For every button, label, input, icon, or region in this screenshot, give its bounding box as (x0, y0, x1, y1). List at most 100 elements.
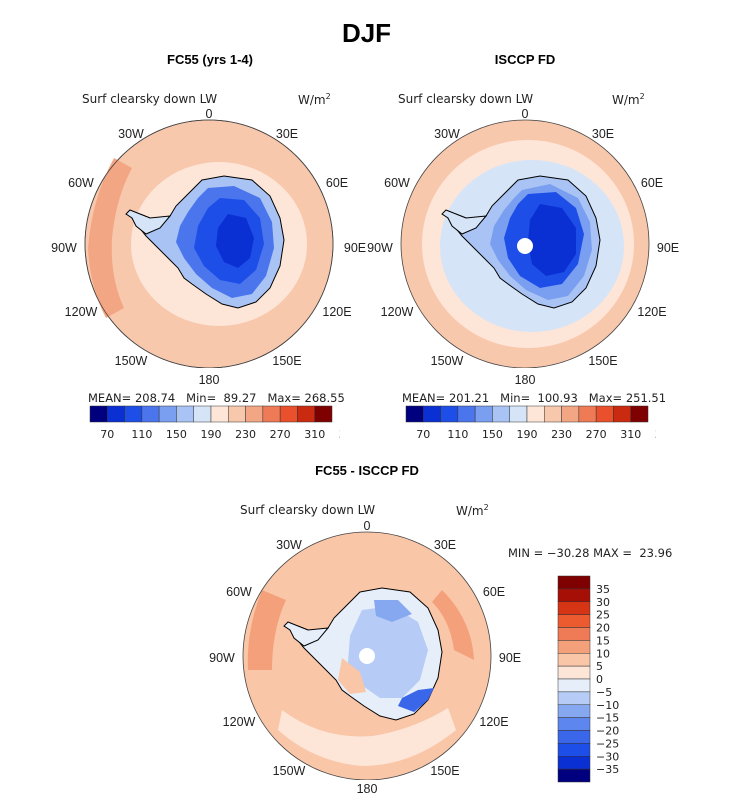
colorbar-diff-tick-6: 5 (596, 660, 603, 673)
polar-map-diff (242, 531, 492, 780)
lon-label-150e: 150E (430, 764, 460, 778)
colorbar-diff-box-1 (557, 588, 591, 602)
colorbar-fc55-tick-4: 230 (235, 428, 256, 441)
lon-label-30e: 30E (433, 538, 457, 552)
colorbar-isccp: 70 110 150 190 230 270 310 350 (405, 405, 656, 441)
colorbar-isccp-box-0 (405, 405, 424, 423)
lon-label-90e: 90E (656, 241, 680, 255)
stats-fc55: MEAN= 208.74 Min= 89.27 Max= 268.55 (88, 391, 345, 405)
colorbar-isccp-box-11 (595, 405, 614, 423)
colorbar-fc55-tick-3: 190 (201, 428, 222, 441)
colorbar-diff-tick-4: 15 (596, 634, 610, 647)
panel-title-fc55: FC55 (yrs 1-4) (167, 52, 253, 67)
stats-diff: MIN = −30.28 MAX = 23.96 (508, 546, 673, 560)
colorbar-fc55-box-8 (228, 405, 246, 423)
colorbar-diff-tick-12: −25 (596, 737, 619, 750)
colorbar-isccp-box-5 (492, 405, 510, 423)
colorbar-diff-box-15 (557, 768, 591, 783)
colorbar-isccp-tick-7: 350 (655, 428, 656, 441)
map-boundary-fc55 (84, 119, 334, 368)
colorbar-fc55-box-6 (193, 405, 212, 423)
lon-label-30e: 30E (591, 127, 615, 141)
colorbar-isccp-tick-6: 310 (620, 428, 641, 441)
lon-label-90w: 90W (51, 241, 77, 255)
colorbar-diff-tick-7: 0 (596, 673, 603, 686)
colorbar-isccp-box-1 (423, 405, 441, 423)
variable-label-fc55: Surf clearsky down LW (82, 92, 218, 106)
lon-label-180: 180 (198, 373, 220, 387)
panel-title-diff: FC55 - ISCCP FD (315, 463, 419, 478)
colorbar-fc55-box-4 (158, 405, 177, 423)
colorbar-fc55-box-9 (245, 405, 264, 423)
zone-interior-warm-diff (338, 658, 366, 694)
zone-deep-interior-fc55 (216, 214, 254, 268)
map-boundary-isccp (400, 119, 650, 368)
colorbar-fc55-tick-0: 70 (100, 428, 114, 441)
lon-label-90w: 90W (209, 651, 235, 665)
colorbar-isccp-box-12 (613, 405, 631, 423)
colorbar-fc55-tick-6: 310 (304, 428, 325, 441)
lon-label-30w: 30W (118, 127, 144, 141)
colorbar-fc55-box-5 (176, 405, 194, 423)
colorbar-fc55-box-1 (107, 405, 125, 423)
colorbar-fc55: 70 110 150 190 230 270 310 350 (89, 405, 340, 441)
units-label-fc55: W/m2 (298, 92, 331, 107)
zone-west-sector-diff (247, 590, 286, 670)
peninsula-diff (283, 621, 330, 647)
lon-label-150w: 150W (430, 354, 464, 368)
lon-label-30w: 30W (434, 127, 460, 141)
colorbar-fc55-tick-5: 270 (270, 428, 291, 441)
colorbar-isccp-box-9 (561, 405, 580, 423)
lon-label-60e: 60E (640, 176, 664, 190)
colorbar-diff-box-6 (557, 653, 591, 667)
colorbar-fc55-box-11 (279, 405, 298, 423)
lon-label-60e: 60E (482, 585, 506, 599)
colorbar-fc55-box-10 (262, 405, 281, 423)
lon-label-150w: 150W (114, 354, 148, 368)
colorbar-diff-box-5 (557, 640, 591, 654)
peninsula-isccp (441, 209, 488, 235)
lon-label-0: 0 (205, 107, 213, 121)
variable-label-diff: Surf clearsky down LW (240, 503, 376, 517)
lon-label-120w: 120W (64, 305, 98, 319)
colorbar-diff-box-4 (557, 627, 591, 641)
colorbar-diff-tick-11: −20 (596, 725, 619, 738)
colorbar-diff-tick-14: −35 (596, 763, 619, 776)
colorbar-isccp-box-3 (457, 405, 476, 423)
lon-label-30e: 30E (275, 127, 299, 141)
zone-east-coast-cold-diff (398, 688, 434, 712)
colorbar-isccp-box-13 (630, 405, 649, 423)
lon-label-120e: 120E (637, 305, 667, 319)
pole-hole-diff (359, 648, 375, 664)
units-label-diff: W/m2 (456, 503, 489, 518)
lon-label-150e: 150E (272, 354, 302, 368)
lon-label-90w: 90W (367, 241, 393, 255)
colorbar-fc55-box-0 (89, 405, 108, 423)
zone-south-band-diff (278, 708, 456, 766)
colorbar-diff-box-13 (557, 743, 591, 757)
colorbar-diff-box-9 (557, 691, 591, 705)
map-boundary-diff (242, 531, 492, 780)
colorbar-isccp-tick-1: 110 (447, 428, 468, 441)
colorbar-diff-tick-13: −30 (596, 750, 619, 763)
colorbar-diff-tick-10: −15 (596, 712, 619, 725)
colorbar-fc55-tick-7: 350 (339, 428, 340, 441)
colorbar-fc55-box-12 (297, 405, 315, 423)
polar-map-fc55 (84, 119, 334, 368)
colorbar-fc55-box-13 (314, 405, 333, 423)
colorbar-diff-tick-2: 25 (596, 609, 610, 622)
lon-label-90e: 90E (343, 241, 367, 255)
panel-title-isccp: ISCCP FD (494, 52, 556, 67)
lon-label-180: 180 (514, 373, 536, 387)
colorbar-diff-tick-5: 10 (596, 647, 610, 660)
colorbar-diff-box-7 (557, 665, 591, 680)
lon-label-150e: 150E (588, 354, 618, 368)
lon-label-150w: 150W (272, 764, 306, 778)
lon-label-120e: 120E (479, 715, 509, 729)
polar-map-isccp (400, 119, 650, 368)
colorbar-diff-tick-9: −10 (596, 699, 619, 712)
variable-label-isccp: Surf clearsky down LW (398, 92, 534, 106)
lon-label-60w: 60W (384, 176, 410, 190)
colorbar-diff-box-11 (557, 717, 591, 731)
